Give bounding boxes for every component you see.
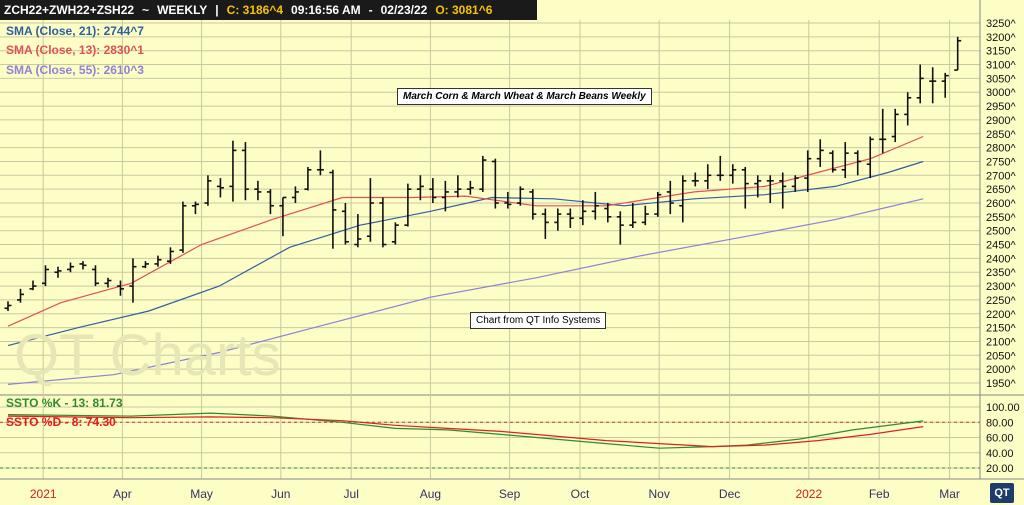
price-tick-label: 3150^ bbox=[986, 46, 1016, 58]
sma21-line bbox=[7, 160, 924, 347]
watermark: QT Charts bbox=[14, 323, 281, 388]
price-tick-label: 2450^ bbox=[986, 240, 1016, 252]
header-divider-1: | bbox=[215, 3, 219, 17]
price-tick-label: 2250^ bbox=[986, 295, 1016, 307]
time-label: 09:16:56 AM bbox=[291, 3, 361, 17]
open-price-label: O: 3081^6 bbox=[435, 3, 493, 17]
header-divider-2: - bbox=[368, 3, 373, 17]
price-tick-label: 2950^ bbox=[986, 101, 1016, 113]
legend-sma21: SMA (Close, 21): 2744^7 bbox=[6, 24, 144, 38]
chart-title-box: March Corn & March Wheat & March Beans W… bbox=[397, 88, 652, 105]
price-tick-label: 3100^ bbox=[986, 60, 1016, 72]
price-tick-label: 3050^ bbox=[986, 73, 1016, 85]
price-tick-label: 2850^ bbox=[986, 129, 1016, 141]
price-tick-label: 2400^ bbox=[986, 253, 1016, 265]
price-tick-label: 2900^ bbox=[986, 115, 1016, 127]
legend-ssto-k: SSTO %K - 13: 81.73 bbox=[6, 396, 123, 410]
month-label: Jul bbox=[344, 487, 359, 501]
ssto-k-line bbox=[7, 412, 924, 449]
month-label: Aug bbox=[420, 487, 441, 501]
month-label: Nov bbox=[649, 487, 670, 501]
month-label: Dec bbox=[719, 487, 740, 501]
interval-label: WEEKLY bbox=[157, 3, 208, 17]
price-tick-label: 3200^ bbox=[986, 32, 1016, 44]
price-tick-label: 1950^ bbox=[986, 378, 1016, 390]
month-label: Feb bbox=[869, 487, 890, 501]
price-tick-label: 2750^ bbox=[986, 156, 1016, 168]
month-label: Mar bbox=[939, 487, 960, 501]
legend-ssto-d: SSTO %D - 8: 74.30 bbox=[6, 415, 116, 429]
symbol-label: ZCH22+ZWH22+ZSH22 bbox=[4, 3, 135, 17]
month-label: 2021 bbox=[30, 487, 57, 501]
price-tick-label: 2000^ bbox=[986, 364, 1016, 376]
oscillator-tick-label: 60.00 bbox=[986, 433, 1014, 445]
ssto-d-line bbox=[7, 415, 924, 448]
oscillator-tick-label: 100.00 bbox=[986, 402, 1020, 414]
legend-sma13: SMA (Close, 13): 2830^1 bbox=[6, 43, 144, 57]
price-tick-label: 2150^ bbox=[986, 323, 1016, 335]
interval-separator: ~ bbox=[142, 3, 150, 17]
close-price-label: C: 3186^4 bbox=[226, 3, 284, 17]
month-label: Oct bbox=[571, 487, 590, 501]
price-tick-label: 3000^ bbox=[986, 87, 1016, 99]
sma55-line bbox=[7, 198, 924, 385]
qt-logo: QT bbox=[990, 483, 1014, 503]
price-tick-label: 2200^ bbox=[986, 309, 1016, 321]
price-tick-label: 2550^ bbox=[986, 212, 1016, 224]
month-label: 2022 bbox=[795, 487, 822, 501]
month-label: May bbox=[190, 487, 213, 501]
price-tick-label: 2100^ bbox=[986, 336, 1016, 348]
oscillator-tick-label: 20.00 bbox=[986, 463, 1014, 475]
price-tick-label: 2300^ bbox=[986, 281, 1016, 293]
date-label: 02/23/22 bbox=[380, 3, 428, 17]
month-label: Sep bbox=[499, 487, 521, 501]
header-bar: ZCH22+ZWH22+ZSH22 ~ WEEKLY | C: 3186^4 0… bbox=[0, 0, 537, 20]
price-tick-label: 2050^ bbox=[986, 350, 1016, 362]
price-tick-label: 2350^ bbox=[986, 267, 1016, 279]
price-tick-label: 2600^ bbox=[986, 198, 1016, 210]
oscillator-tick-label: 40.00 bbox=[986, 448, 1014, 460]
month-label: Apr bbox=[113, 487, 132, 501]
price-tick-label: 2500^ bbox=[986, 226, 1016, 238]
price-tick-label: 2700^ bbox=[986, 170, 1016, 182]
price-tick-label: 2650^ bbox=[986, 184, 1016, 196]
price-tick-label: 3250^ bbox=[986, 18, 1016, 30]
price-tick-label: 2800^ bbox=[986, 143, 1016, 155]
sma13-line bbox=[7, 135, 924, 327]
month-label: Jun bbox=[271, 487, 290, 501]
legend-sma55: SMA (Close, 55): 2610^3 bbox=[6, 63, 144, 77]
chart-source-box: Chart from QT Info Systems bbox=[470, 312, 607, 329]
oscillator-tick-label: 80.00 bbox=[986, 417, 1014, 429]
